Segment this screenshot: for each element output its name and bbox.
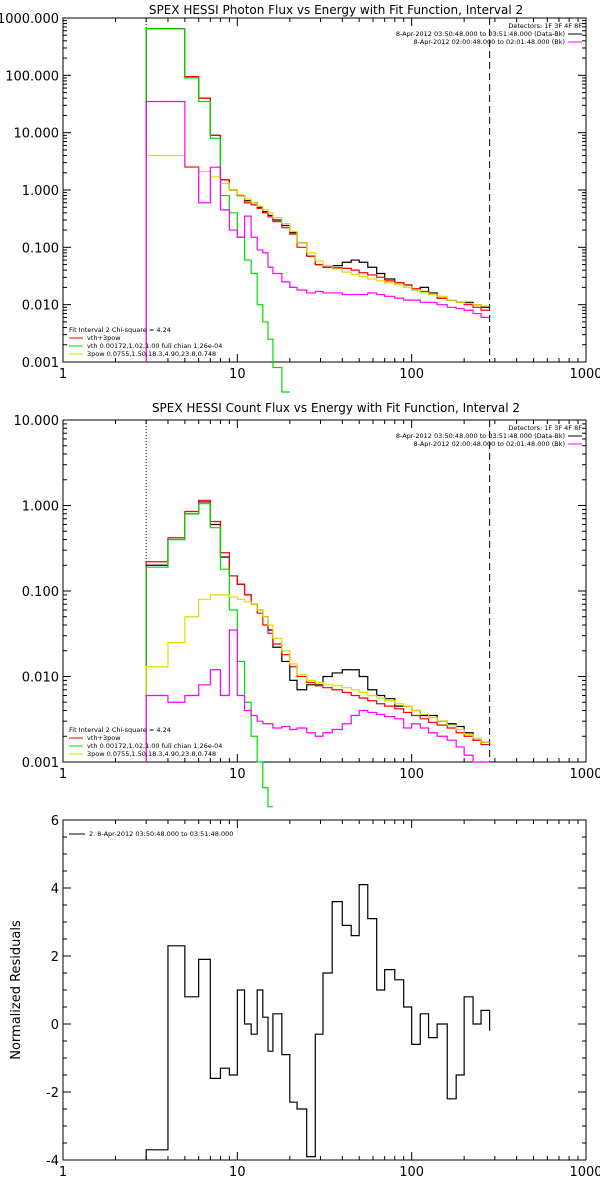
photon-flux-panel: SPEX HESSI Photon Flux vs Energy with Fi… — [0, 3, 600, 393]
photon-flux-x-tick-label: 10 — [229, 367, 246, 382]
count-flux-title: SPEX HESSI Count Flux vs Energy with Fit… — [152, 401, 520, 415]
count-flux-ticks: 1 10 100 1000 0.001 0.010 0.100 1.000 10.000 — [14, 414, 600, 782]
photon-flux-legend-header: Fit Interval 2 Chi-square = 4.24 — [69, 326, 171, 334]
residuals-plot-frame — [62, 819, 587, 1161]
photon-flux-y-tick-label: 1000.000 — [0, 12, 59, 27]
photon-flux-series — [145, 18, 491, 393]
photon-flux-step-series — [145, 154, 490, 362]
count-flux-legend-label: 8-Apr-2012 03:50:48.000 to 03:51:48.000 … — [396, 432, 565, 440]
photon-flux-y-tick-label: 100.000 — [5, 69, 59, 84]
photon-flux-legend-label: vth+3pow — [87, 334, 121, 342]
residuals-y-tick-label: 2 — [51, 950, 59, 965]
count-flux-legend-label: vth+3pow — [87, 734, 121, 742]
residuals-step-series — [145, 884, 491, 1160]
count-flux-step-series — [145, 503, 273, 808]
photon-flux-y-tick-label: 1.000 — [22, 184, 59, 199]
count-flux-y-tick-label: 0.010 — [22, 671, 59, 686]
count-flux-y-tick-label: 1.000 — [22, 500, 59, 515]
count-flux-legend-label: 3pow 0.0755,1.50,18.3,4.90,23.8,0.748 — [87, 750, 216, 758]
photon-flux-title: SPEX HESSI Photon Flux vs Energy with Fi… — [149, 3, 523, 17]
photon-flux-step-series — [145, 100, 490, 362]
residuals-series — [145, 884, 491, 1160]
count-flux-legend-label: 8-Apr-2012 02:00:48.000 to 02:01:48.000 … — [414, 440, 565, 448]
count-flux-y-tick-label: 10.000 — [14, 414, 60, 429]
count-flux-step-series — [145, 499, 490, 762]
residuals-y-tick-label: 0 — [51, 1018, 59, 1033]
photon-flux-legend-label: vth 0.00172,1.02,1.00 full chian 1.26e-0… — [87, 342, 222, 350]
residuals-y-axis-label: Normalized Residuals — [9, 920, 24, 1060]
residuals-y-tick-label: 4 — [51, 882, 59, 897]
photon-flux-ticks: 1 10 100 1000 0.001 0.010 0.100 1.000 10.000 100.… — [0, 12, 600, 382]
photon-flux-plot-frame — [62, 17, 587, 363]
photon-flux-y-tick-label: 0.001 — [22, 356, 59, 371]
count-flux-y-tick-label: 0.001 — [22, 756, 59, 771]
photon-flux-legend-label: 8-Apr-2012 02:00:48.000 to 02:01:48.000 … — [414, 38, 565, 46]
count-flux-legend-label: vth 0.00172,1.02,1.00 full chian 1.26e-0… — [87, 742, 222, 750]
photon-flux-legend: Detectors: 1F 3F 4F 8F8-Apr-2012 03:50:4… — [69, 22, 582, 358]
residuals-ticks: 1 10 100 1000 -4 -2 0 2 4 6 — [46, 814, 600, 1180]
photon-flux-x-tick-label: 100 — [399, 367, 424, 382]
photon-flux-y-tick-label: 0.010 — [22, 299, 59, 314]
count-flux-step-series — [145, 594, 490, 762]
count-flux-legend-header: Detectors: 1F 3F 4F 8F — [508, 424, 582, 432]
residuals-y-tick-label: 6 — [51, 814, 59, 829]
residuals-y-tick-label: -2 — [46, 1086, 59, 1101]
photon-flux-x-tick-label: 1 — [59, 367, 67, 382]
photon-flux-y-tick-label: 0.100 — [22, 241, 59, 256]
count-flux-series — [145, 420, 491, 808]
count-flux-legend-header: Fit Interval 2 Chi-square = 4.24 — [69, 726, 171, 734]
count-flux-step-series — [145, 501, 490, 762]
photon-flux-step-series — [145, 28, 490, 362]
count-flux-plot-frame — [62, 419, 587, 763]
photon-flux-y-tick-label: 10.000 — [14, 127, 60, 142]
photon-flux-x-tick-label: 1000 — [569, 367, 600, 382]
photon-flux-legend-label: 3pow 0.0755,1.50,18.3,4.90,23.8,0.748 — [87, 350, 216, 358]
count-flux-step-series — [145, 629, 490, 763]
photon-flux-legend-label: 8-Apr-2012 03:50:48.000 to 03:51:48.000 … — [396, 30, 565, 38]
residuals-legend-label: 2. 8-Apr-2012 03:50:48.000 to 03:51:48.0… — [89, 830, 233, 838]
count-flux-y-tick-label: 0.100 — [22, 585, 59, 600]
residuals-y-tick-label: -4 — [46, 1154, 59, 1169]
residuals-x-tick-label: 1 — [59, 1165, 67, 1180]
residuals-x-tick-label: 100 — [399, 1165, 424, 1180]
count-flux-legend: Detectors: 1F 3F 4F 8F8-Apr-2012 03:50:4… — [69, 424, 582, 758]
residuals-x-tick-label: 10 — [229, 1165, 246, 1180]
count-flux-x-tick-label: 10 — [229, 767, 246, 782]
count-flux-x-tick-label: 100 — [399, 767, 424, 782]
residuals-legend: 2. 8-Apr-2012 03:50:48.000 to 03:51:48.0… — [69, 830, 233, 838]
count-flux-x-tick-label: 1 — [59, 767, 67, 782]
photon-flux-step-series — [145, 28, 490, 362]
residuals-panel: Normalized Residuals 1 10 100 1000-4-20246 … — [9, 814, 600, 1180]
count-flux-x-tick-label: 1000 — [569, 767, 600, 782]
photon-flux-legend-header: Detectors: 1F 3F 4F 8F — [508, 22, 582, 30]
count-flux-panel: SPEX HESSI Count Flux vs Energy with Fit… — [14, 401, 600, 808]
residuals-x-tick-label: 1000 — [569, 1165, 600, 1180]
